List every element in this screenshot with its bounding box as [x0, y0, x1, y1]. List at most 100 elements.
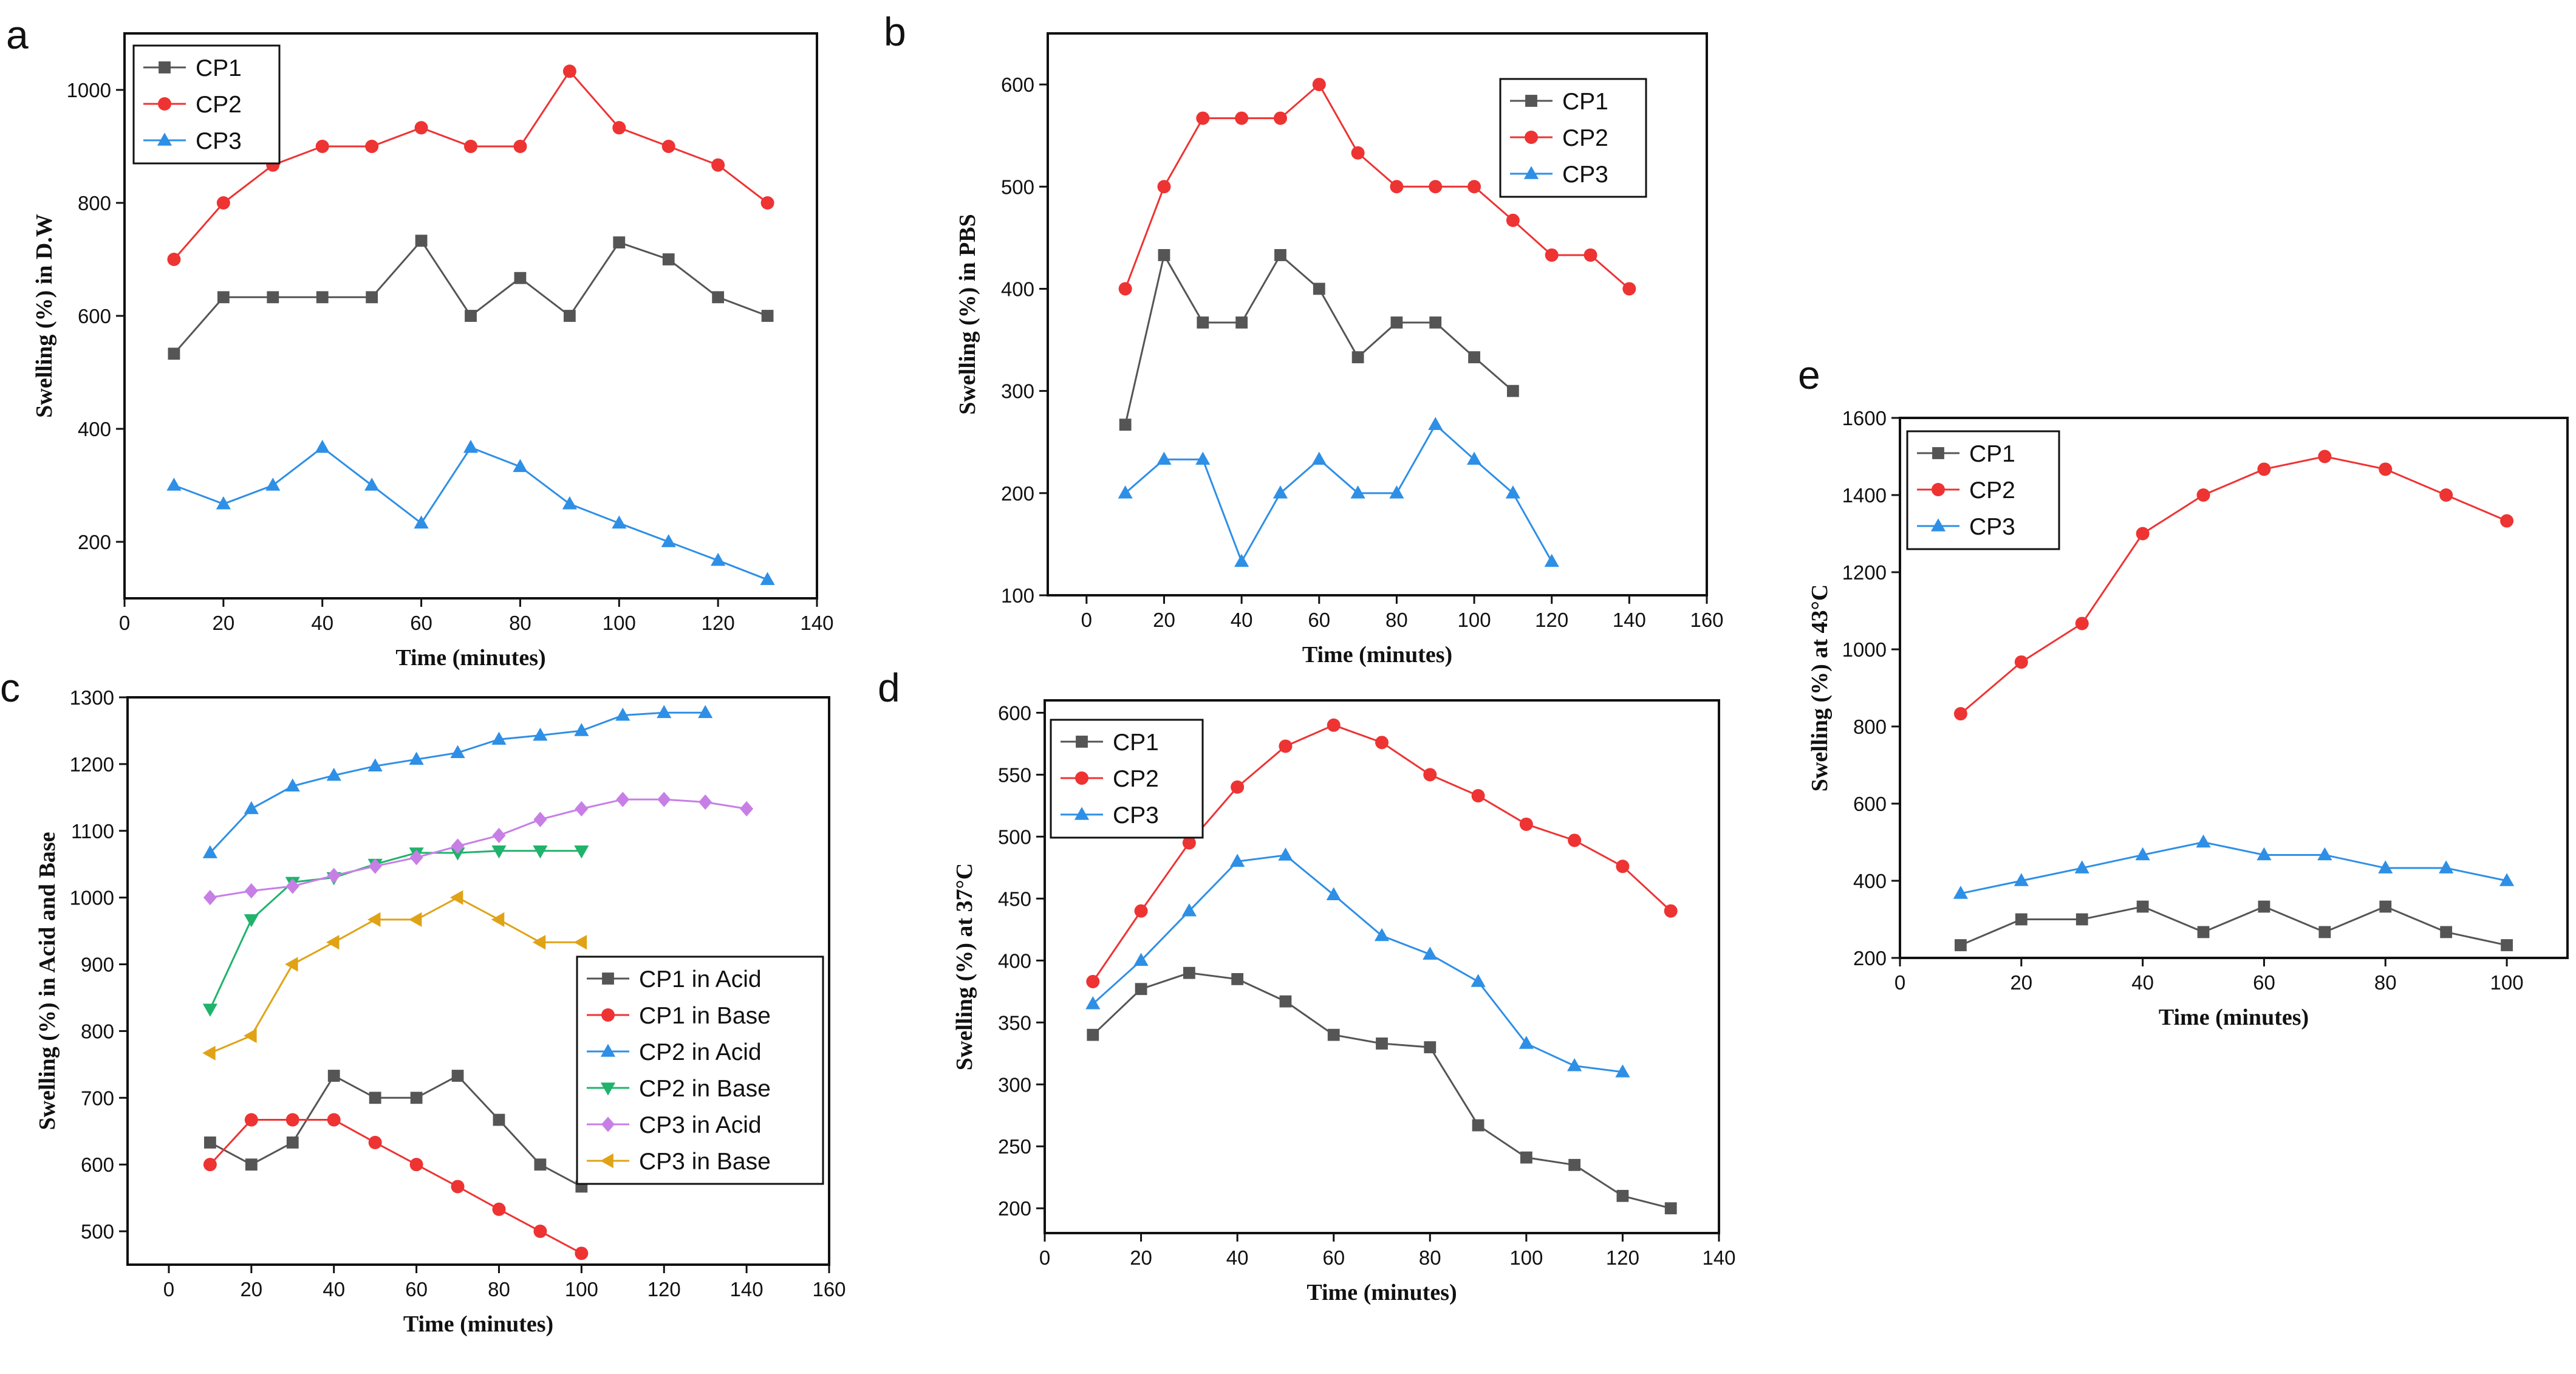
data-point-e-1: [2379, 462, 2393, 476]
y-tick-label-e: 200: [1853, 947, 1887, 969]
data-point-e-1: [2075, 617, 2089, 631]
data-point-c-0: [369, 1092, 381, 1104]
data-point-c-0: [534, 1158, 547, 1171]
y-tick-label-c: 1000: [70, 887, 114, 909]
data-point-e-0: [2258, 900, 2270, 913]
data-point-c-5: [326, 935, 340, 950]
data-point-c-0: [451, 1070, 464, 1082]
data-point-c-5: [367, 912, 381, 928]
legend-e: CP1 CP2 CP3: [1906, 430, 2060, 550]
data-point-b-2: [1466, 451, 1482, 465]
data-point-d-2: [1423, 946, 1438, 960]
legend-label-d-2: CP3: [1113, 802, 1159, 829]
series-line-e-0: [1960, 905, 2507, 946]
data-point-c-1: [285, 1113, 299, 1127]
x-tick-label-b: 140: [1613, 609, 1646, 631]
legend-a: CP1 CP2 CP3: [132, 44, 281, 165]
series-c-2: [202, 705, 713, 858]
series-e-2: [1953, 834, 2515, 899]
series-line-a-0: [173, 239, 768, 355]
data-point-d-2: [1471, 974, 1486, 987]
y-tick-label-b: 600: [1001, 73, 1034, 96]
legend-b: CP1 CP2 CP3: [1499, 78, 1647, 198]
panel-c: c 0 20 40 60 80 100 120 140 160 500 600 700 800 900 100…: [0, 665, 846, 1337]
series-line-c-1: [209, 1119, 583, 1254]
data-point-d-2: [1519, 1036, 1534, 1049]
data-point-c-2: [244, 801, 259, 815]
data-point-a-1: [414, 121, 428, 135]
data-point-b-2: [1389, 485, 1404, 499]
x-axis-title-a: Time (minutes): [395, 645, 545, 671]
series-e-0: [1955, 900, 2513, 951]
data-point-a-2: [612, 515, 627, 529]
data-point-b-2: [1118, 485, 1133, 499]
legend-label-c-0: CP1 in Acid: [639, 966, 762, 993]
data-point-b-2: [1273, 485, 1288, 499]
data-point-e-0: [2379, 900, 2392, 913]
y-tick-label-c: 800: [81, 1020, 114, 1042]
data-point-c-1: [203, 1158, 217, 1172]
x-tick-label-e: 80: [2374, 971, 2397, 994]
data-point-a-0: [217, 291, 230, 304]
data-point-d-1: [1086, 974, 1100, 988]
x-tick-label-b: 160: [1690, 609, 1723, 631]
panel-d: d 0 20 40 60 80 100 120 140 200 250 300 350 400 450 500…: [878, 665, 1736, 1305]
legend-label-b-1: CP2: [1562, 125, 1608, 151]
x-tick-label-e: 20: [2010, 971, 2032, 994]
data-point-c-0: [410, 1092, 423, 1104]
data-point-a-0: [514, 272, 527, 284]
data-point-c-4: [368, 858, 382, 874]
data-point-b-0: [1235, 316, 1248, 329]
data-point-c-4: [616, 791, 630, 807]
data-point-a-1: [612, 121, 626, 135]
y-axis-title-c: Swelling (%) in Acid and Base: [35, 832, 60, 1130]
series-line-b-0: [1124, 252, 1514, 425]
legend-marker-e-2: [1930, 518, 1946, 531]
data-point-c-5: [244, 1028, 257, 1044]
legend-label-b-0: CP1: [1562, 89, 1608, 115]
data-point-a-2: [562, 496, 577, 510]
y-tick-label-e: 400: [1853, 870, 1887, 892]
plot-frame-d: [1044, 699, 1720, 1234]
data-point-e-2: [2074, 860, 2089, 873]
series-a-0: [168, 234, 774, 360]
legend-label-a-2: CP3: [196, 128, 242, 154]
data-point-d-1: [1134, 904, 1148, 918]
data-point-a-2: [364, 477, 380, 491]
data-point-d-1: [1664, 904, 1678, 918]
x-tick-label-d: 140: [1702, 1246, 1735, 1269]
y-tick-label-a: 800: [78, 192, 111, 214]
x-tick-label-a: 0: [119, 612, 130, 634]
plot-frame-c: [126, 696, 830, 1266]
data-point-e-1: [2136, 527, 2150, 541]
data-point-d-2: [1567, 1058, 1582, 1072]
legend-label-c-4: CP3 in Acid: [639, 1112, 762, 1138]
data-point-b-2: [1311, 451, 1327, 465]
data-point-d-0: [1279, 995, 1292, 1008]
data-point-b-1: [1312, 78, 1326, 92]
data-point-b-0: [1506, 385, 1519, 397]
y-tick-label-c: 600: [81, 1154, 114, 1176]
data-point-b-1: [1273, 111, 1287, 125]
y-tick-label-c: 1100: [71, 820, 114, 843]
data-point-c-2: [326, 767, 341, 781]
y-tick-label-d: 550: [998, 764, 1031, 786]
series-c-0: [203, 1070, 588, 1193]
data-point-c-0: [203, 1136, 216, 1149]
series-a-1: [167, 64, 774, 266]
data-point-c-4: [699, 794, 712, 810]
data-point-b-1: [1506, 213, 1520, 227]
x-tick-label-d: 40: [1226, 1246, 1249, 1269]
x-axis-title-b: Time (minutes): [1302, 642, 1452, 668]
data-point-c-2: [698, 705, 713, 719]
data-point-c-2: [533, 727, 548, 741]
data-point-a-1: [464, 140, 477, 153]
series-line-c-2: [209, 711, 706, 854]
data-point-d-2: [1615, 1064, 1630, 1078]
y-tick-label-c: 900: [81, 954, 114, 976]
panel-letter-a: a: [6, 12, 29, 57]
data-point-d-0: [1376, 1037, 1388, 1050]
data-point-c-4: [492, 827, 506, 844]
legend-marker-a-1: [158, 97, 171, 111]
data-point-d-1: [1616, 860, 1630, 873]
